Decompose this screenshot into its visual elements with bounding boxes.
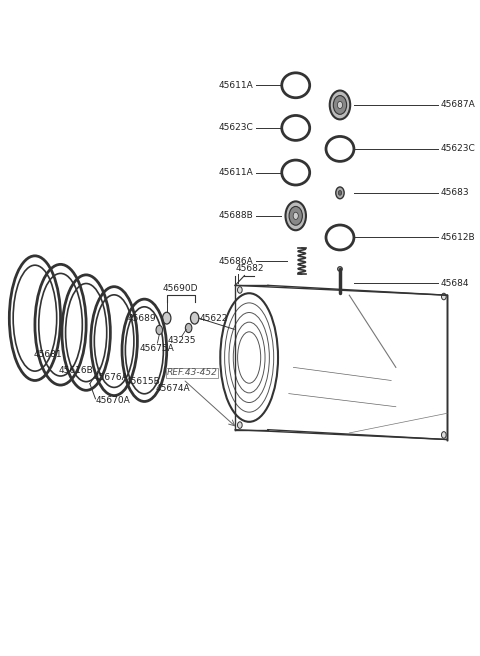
- Text: 45623C: 45623C: [219, 123, 254, 133]
- Circle shape: [338, 190, 342, 195]
- Text: 45670A: 45670A: [96, 396, 130, 405]
- Text: 45675A: 45675A: [140, 344, 175, 354]
- Circle shape: [238, 287, 242, 293]
- Text: 45676A: 45676A: [93, 373, 128, 382]
- Circle shape: [238, 422, 242, 428]
- Circle shape: [163, 312, 171, 324]
- Circle shape: [442, 432, 446, 438]
- Circle shape: [333, 96, 347, 114]
- Text: 45687A: 45687A: [440, 100, 475, 110]
- Text: 45682: 45682: [235, 264, 264, 273]
- Circle shape: [442, 293, 446, 300]
- Text: 43235: 43235: [168, 336, 196, 345]
- Text: 45681: 45681: [34, 350, 62, 359]
- Ellipse shape: [337, 267, 342, 272]
- Text: 45684: 45684: [440, 279, 468, 288]
- Text: 45686A: 45686A: [219, 256, 254, 266]
- Text: 45612B: 45612B: [440, 233, 475, 242]
- Text: REF.43-452: REF.43-452: [167, 368, 217, 377]
- Circle shape: [191, 312, 199, 324]
- Text: 45616B: 45616B: [58, 366, 93, 375]
- Circle shape: [330, 91, 350, 119]
- Circle shape: [286, 201, 306, 230]
- Circle shape: [185, 323, 192, 333]
- Text: 45623C: 45623C: [440, 144, 475, 154]
- Text: 45689: 45689: [127, 314, 156, 323]
- Text: 45690D: 45690D: [163, 284, 198, 293]
- Text: 45611A: 45611A: [219, 168, 254, 177]
- Circle shape: [156, 325, 163, 335]
- Text: 45611A: 45611A: [219, 81, 254, 90]
- Text: 45688B: 45688B: [219, 211, 254, 220]
- Circle shape: [337, 102, 343, 108]
- Text: 45615B: 45615B: [126, 377, 160, 386]
- Text: 45683: 45683: [440, 188, 469, 197]
- Circle shape: [293, 212, 298, 219]
- Text: 45674A: 45674A: [156, 384, 191, 393]
- Text: 45622: 45622: [199, 314, 228, 323]
- Circle shape: [289, 207, 302, 225]
- Circle shape: [336, 187, 344, 199]
